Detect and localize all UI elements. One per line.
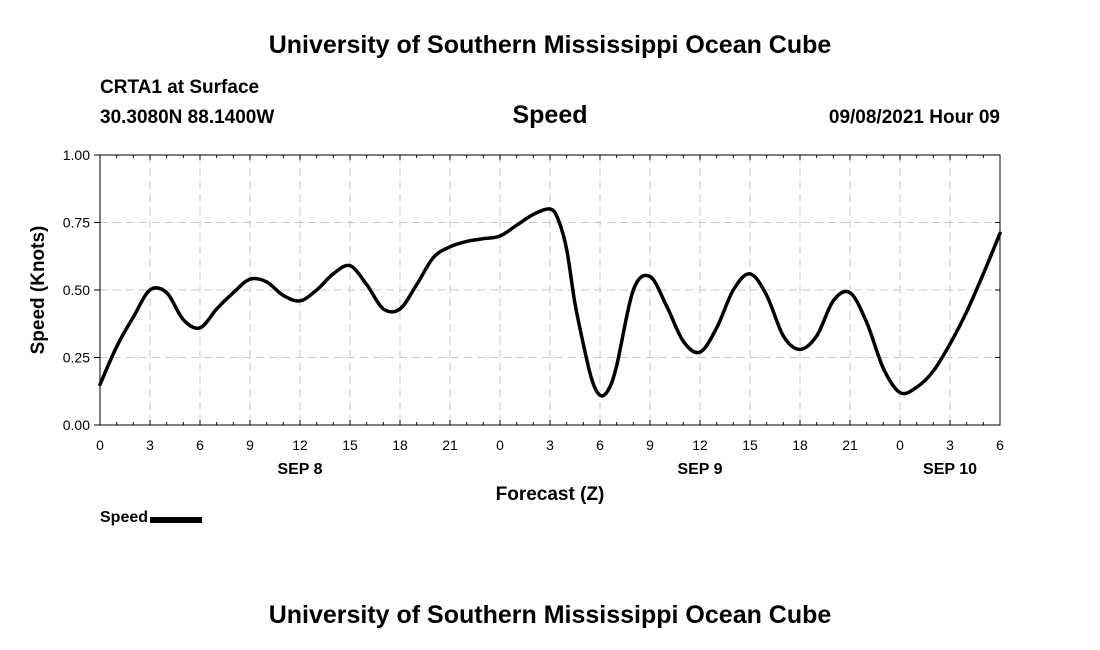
chart-title-top: University of Southern Mississippi Ocean… (268, 31, 832, 59)
day-labels: SEP 8 SEP 9 SEP 10 (277, 461, 977, 478)
x-tick-label: 3 (946, 437, 954, 453)
day-label: SEP 9 (677, 461, 722, 478)
y-tick-label: 0.25 (63, 350, 90, 366)
x-tick-label: 0 (896, 437, 904, 453)
chart-grid (100, 155, 1000, 425)
x-tick-label: 3 (146, 437, 154, 453)
x-tick-label: 18 (792, 437, 808, 453)
y-tick-label: 0.50 (63, 282, 90, 298)
x-tick-label: 15 (742, 437, 758, 453)
x-tick-label: 0 (96, 437, 104, 453)
x-tick-label: 6 (996, 437, 1004, 453)
x-tick-label: 6 (596, 437, 604, 453)
legend-swatch (150, 517, 203, 523)
x-tick-label: 12 (692, 437, 708, 453)
speed-series-line (98, 207, 1002, 398)
x-tick-label: 21 (842, 437, 858, 453)
chart-title-bottom: University of Southern Mississippi Ocean… (268, 601, 832, 629)
coordinates-label: 30.3080N 88.1400W (100, 107, 275, 128)
x-tick-label: 9 (646, 437, 654, 453)
variable-title: Speed (512, 101, 588, 129)
x-tick-label: 6 (196, 437, 204, 453)
x-tick-labels: 0 3 6 9 12 15 18 21 0 3 6 9 12 15 18 21 0 3 6 (96, 437, 1004, 453)
legend: Speed (100, 509, 203, 527)
axis-ticks (94, 154, 1001, 426)
x-tick-label: 18 (392, 437, 408, 453)
y-tick-label: 0.75 (63, 215, 90, 231)
x-tick-label: 9 (246, 437, 254, 453)
x-axis-label: Forecast (Z) (496, 484, 605, 505)
x-tick-label: 15 (342, 437, 358, 453)
day-label: SEP 8 (277, 461, 322, 478)
day-label: SEP 10 (923, 461, 977, 478)
y-tick-label: 1.00 (63, 147, 90, 163)
y-tick-labels: 0.00 0.25 0.50 0.75 1.00 (63, 147, 90, 433)
station-label: CRTA1 at Surface (100, 77, 260, 98)
x-tick-label: 0 (496, 437, 504, 453)
x-tick-label: 12 (292, 437, 308, 453)
y-axis-label: Speed (Knots) (28, 226, 49, 355)
x-tick-label: 3 (546, 437, 554, 453)
legend-label: Speed (100, 509, 149, 526)
y-tick-label: 0.00 (63, 417, 90, 433)
timestamp-label: 09/08/2021 Hour 09 (828, 107, 1000, 128)
x-tick-label: 21 (442, 437, 458, 453)
